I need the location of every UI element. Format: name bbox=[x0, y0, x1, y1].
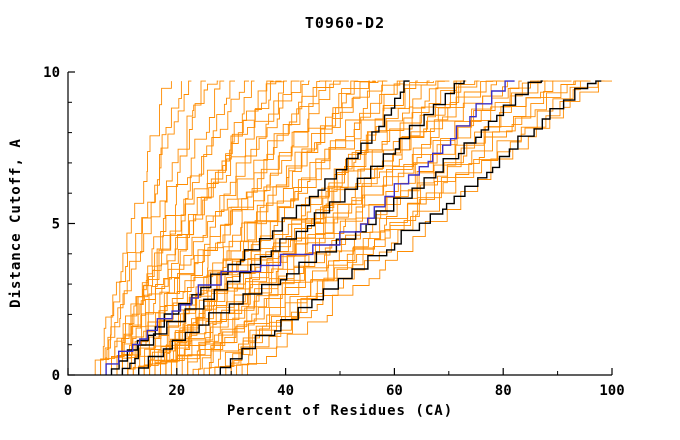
x-tick-label: 40 bbox=[277, 383, 294, 399]
x-tick-label: 60 bbox=[386, 383, 403, 399]
axes-layer: 0 20 40 60 80 100 0 5 10 bbox=[43, 65, 625, 399]
orange-curve bbox=[154, 80, 410, 375]
orange-curve bbox=[116, 80, 305, 375]
orange-curve bbox=[100, 80, 192, 375]
orange-curve bbox=[247, 80, 605, 375]
x-tick-label: 100 bbox=[599, 383, 624, 399]
orange-curve bbox=[165, 80, 501, 375]
orange-curve bbox=[127, 80, 300, 375]
y-axis-label: Distance Cutoff, A bbox=[8, 138, 24, 308]
orange-curve bbox=[176, 80, 457, 375]
black-curve bbox=[121, 80, 466, 375]
y-tick-label: 5 bbox=[52, 217, 60, 233]
curves-layer bbox=[94, 80, 612, 375]
orange-curve bbox=[138, 80, 349, 375]
orange-curve bbox=[100, 81, 182, 375]
orange-curve bbox=[132, 80, 328, 375]
x-tick-label: 20 bbox=[168, 383, 185, 399]
orange-curve bbox=[187, 80, 545, 375]
orange-curve bbox=[127, 80, 376, 375]
orange-curve bbox=[149, 80, 478, 375]
black-curve bbox=[219, 80, 602, 375]
orange-curve bbox=[149, 80, 386, 375]
orange-curve bbox=[176, 80, 403, 375]
orange-curve bbox=[236, 80, 584, 375]
orange-curve bbox=[154, 80, 467, 375]
orange-curve bbox=[208, 80, 588, 375]
orange-curve bbox=[214, 80, 539, 375]
x-axis-label: Percent of Residues (CA) bbox=[227, 403, 453, 419]
orange-curve bbox=[111, 80, 225, 375]
orange-curve bbox=[111, 81, 285, 375]
orange-curve bbox=[192, 80, 496, 375]
orange-curve bbox=[105, 80, 219, 375]
chart-title: T0960-D2 bbox=[305, 14, 385, 32]
x-tick-label: 0 bbox=[64, 383, 72, 399]
y-tick-label: 10 bbox=[43, 65, 60, 81]
orange-curve bbox=[170, 80, 388, 375]
orange-curve bbox=[94, 81, 172, 375]
orange-curve bbox=[160, 81, 434, 375]
x-tick-label: 80 bbox=[495, 383, 512, 399]
orange-curve bbox=[241, 80, 591, 375]
y-tick-label: 0 bbox=[52, 368, 60, 384]
orange-curve bbox=[187, 80, 480, 375]
orange-curve bbox=[203, 80, 512, 375]
orange-curve bbox=[111, 80, 235, 375]
blue-curve bbox=[105, 80, 515, 375]
orange-curve bbox=[143, 80, 370, 375]
orange-curve bbox=[105, 80, 206, 375]
orange-curve bbox=[121, 80, 341, 375]
